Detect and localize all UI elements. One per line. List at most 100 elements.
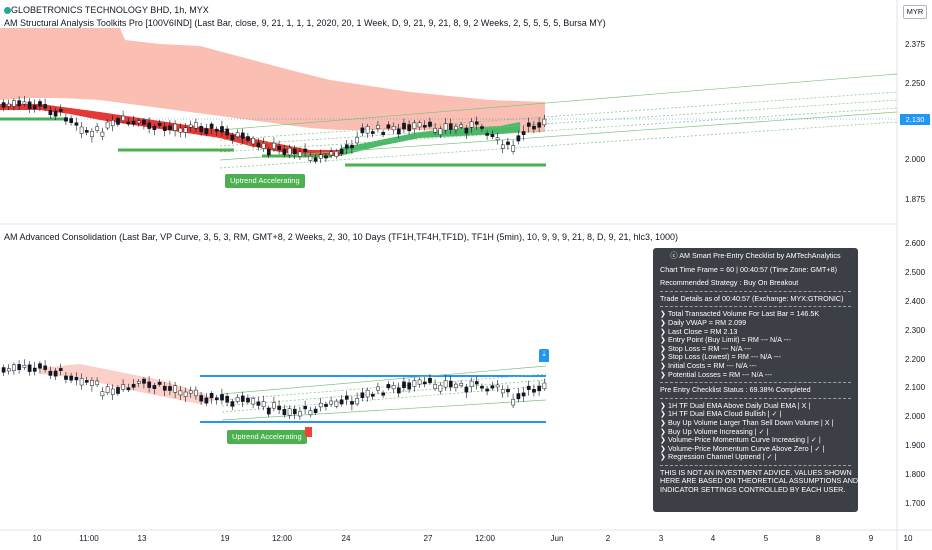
indicator-legend-top[interactable]: AM Structural Analysis Toolkits Pro [100… — [4, 18, 606, 28]
candle — [261, 143, 266, 149]
candle — [194, 122, 198, 129]
candle — [142, 119, 146, 125]
candle — [282, 409, 287, 416]
candle — [396, 128, 401, 135]
detail-item: ❯ Stop Loss = RM --- N/A --- — [660, 343, 752, 353]
candle — [313, 408, 318, 414]
price-tick: 1.800 — [905, 470, 926, 479]
candle — [100, 391, 105, 397]
candle — [516, 393, 521, 400]
indicator-legend-bottom[interactable]: AM Advanced Consolidation (Last Bar, VP … — [4, 232, 679, 242]
candle — [110, 388, 115, 395]
candle — [365, 389, 370, 398]
candle — [162, 385, 167, 391]
candle — [402, 381, 406, 388]
regression-channel-bottom — [221, 365, 547, 421]
candle — [183, 127, 188, 133]
candle — [32, 105, 37, 110]
candle — [6, 103, 11, 107]
candle — [38, 363, 42, 369]
candle — [183, 391, 188, 397]
time-tick: 5 — [763, 534, 769, 543]
detail-item: ❯ Daily VWAP = RM 2.099 — [660, 317, 747, 327]
candle — [454, 125, 458, 131]
detail-item: ❯ Entry Point (Buy Limit) = RM --- N/A -… — [660, 335, 791, 345]
candle — [511, 145, 516, 152]
uptrend-tag-top[interactable]: Uptrend Accelerating — [225, 174, 305, 188]
resistance-cloud — [0, 28, 545, 134]
candle — [459, 124, 464, 128]
checklist-timeframe: Chart Time Frame = 60 | 00:40:57 (Time Z… — [660, 264, 837, 274]
time-tick: 24 — [341, 534, 351, 543]
candle — [6, 368, 11, 372]
time-tick: 12:00 — [474, 534, 496, 543]
candle — [256, 142, 261, 147]
checklist-trade-details: Trade Details as of 00:40:57 (Exchange: … — [660, 293, 844, 303]
candle — [480, 385, 484, 389]
candle — [469, 121, 474, 128]
candle — [17, 100, 22, 107]
candle — [246, 397, 250, 403]
candle — [329, 400, 334, 405]
candle — [69, 375, 74, 381]
candle — [287, 408, 292, 416]
candle — [157, 122, 162, 126]
candle — [95, 126, 100, 131]
candle — [370, 394, 375, 397]
candle — [308, 410, 313, 416]
candle — [240, 395, 245, 402]
candle — [376, 124, 380, 129]
candle — [506, 389, 510, 393]
uptrend-tag-bottom[interactable]: Uptrend Accelerating — [227, 430, 307, 444]
candle — [308, 156, 313, 161]
candle — [459, 383, 464, 386]
candle — [214, 128, 219, 132]
candle — [407, 124, 412, 132]
candle — [277, 405, 282, 410]
candle — [287, 147, 292, 156]
disclaimer-line: INDICATOR SETTINGS CONTROLLED BY EACH US… — [660, 485, 846, 495]
candle — [204, 128, 209, 135]
candle — [407, 382, 412, 390]
candle — [464, 127, 469, 134]
candle — [318, 402, 323, 408]
candle — [433, 127, 438, 133]
check-item: ❯ Volume-Price Momentum Curve Increasing… — [660, 435, 821, 445]
candle — [121, 115, 126, 122]
consolidation-cloud — [40, 364, 215, 404]
candle — [1, 102, 6, 108]
candle — [90, 380, 94, 387]
time-tick: 27 — [423, 534, 433, 543]
candle — [350, 144, 354, 149]
candle — [1, 367, 6, 373]
candle — [220, 394, 224, 401]
candle — [230, 401, 235, 407]
candle — [318, 154, 323, 159]
symbol-title: GLOBETRONICS TECHNOLOGY BHD, 1h, MYX — [11, 5, 209, 15]
candles-bottom — [1, 359, 547, 420]
symbol-header[interactable]: GLOBETRONICS TECHNOLOGY BHD, 1h, MYX — [4, 5, 209, 15]
candle — [324, 155, 328, 159]
currency-button[interactable]: MYR — [903, 5, 927, 19]
candle — [292, 408, 297, 415]
candle — [162, 126, 167, 131]
candle — [48, 110, 53, 116]
candle — [152, 385, 157, 389]
candle — [480, 126, 484, 129]
pre-entry-checklist-panel: ⓒ AM Smart Pre-Entry Checklist by AMTech… — [653, 248, 858, 512]
candle — [17, 364, 22, 370]
candle — [126, 387, 131, 391]
detail-item: ❯ Total Transacted Volume For Last Bar =… — [660, 309, 820, 319]
arrow-down-icon[interactable]: ⇣ — [539, 349, 549, 362]
price-tick: 2.000 — [905, 412, 926, 421]
candle — [266, 148, 271, 156]
check-item: ❯ Volume-Price Momentum Curve Above Zero… — [660, 443, 825, 453]
candle — [121, 384, 126, 390]
time-tick: 13 — [137, 534, 147, 543]
candle — [303, 406, 308, 410]
candle — [58, 368, 63, 371]
candle — [313, 157, 318, 162]
candle — [438, 128, 443, 135]
check-item: ❯ 1H TF Dual EMA Above Daily Dual EMA | … — [660, 400, 811, 410]
